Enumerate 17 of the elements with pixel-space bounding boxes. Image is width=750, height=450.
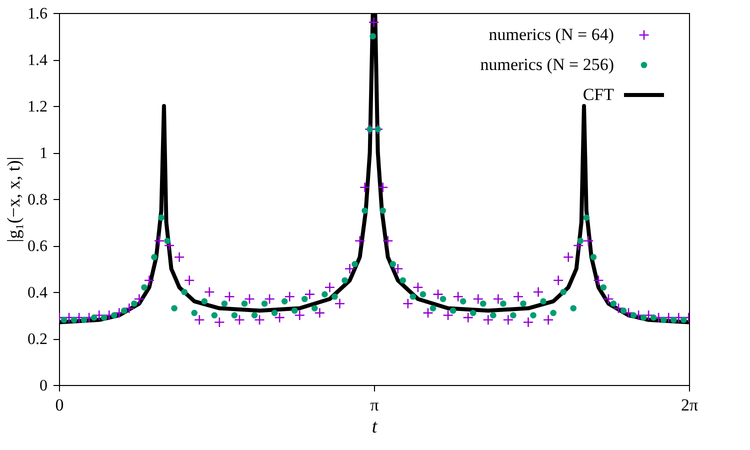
y-tick-label: 0.6 bbox=[28, 238, 48, 255]
x-tick-label: 2π bbox=[680, 396, 698, 414]
legend-label: CFT bbox=[582, 85, 615, 104]
y-axis-title: |g₁(−x, x, t)| bbox=[4, 156, 24, 242]
legend-label: numerics (N = 64) bbox=[488, 25, 614, 44]
x-axis-title: t bbox=[372, 416, 378, 438]
y-tick-label: 1.2 bbox=[28, 98, 48, 116]
y-tick-label: 0.2 bbox=[28, 331, 48, 348]
y-tick-label: 1.4 bbox=[28, 52, 48, 69]
x-tick-label: π bbox=[370, 396, 380, 414]
y-tick-label: 0 bbox=[40, 378, 48, 394]
x-tick-label: 0 bbox=[55, 396, 64, 414]
y-tick-label: 0.4 bbox=[28, 284, 48, 302]
y-tick-label: 1.6 bbox=[28, 6, 48, 22]
y-tick-label: 0.8 bbox=[28, 192, 48, 208]
legend-label: numerics (N = 256) bbox=[480, 55, 614, 74]
y-tick-label: 1 bbox=[40, 145, 48, 162]
